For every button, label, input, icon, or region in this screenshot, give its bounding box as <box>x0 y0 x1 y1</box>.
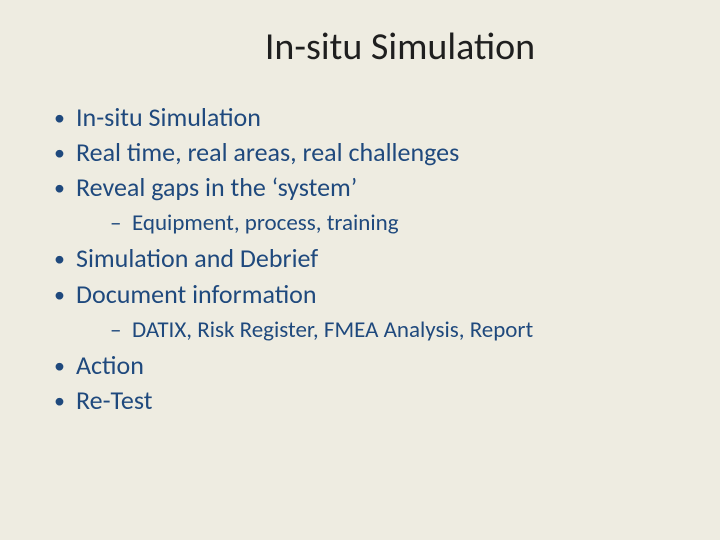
bullet-item: Document information DATIX, Risk Registe… <box>48 277 672 346</box>
bullet-item: Action <box>48 348 672 383</box>
sub-bullet-item: DATIX, Risk Register, FMEA Analysis, Rep… <box>76 314 672 346</box>
bullet-text: Reveal gaps in the ‘system’ <box>76 171 357 203</box>
bullet-text: Document information <box>76 278 317 310</box>
bullet-item: Real time, real areas, real challenges <box>48 135 672 170</box>
bullet-item: Re-Test <box>48 383 672 418</box>
bullet-item: Simulation and Debrief <box>48 241 672 276</box>
bullet-list: In-situ Simulation Real time, real areas… <box>48 100 672 418</box>
bullet-item: Reveal gaps in the ‘system’ Equipment, p… <box>48 170 672 239</box>
bullet-item: In-situ Simulation <box>48 100 672 135</box>
sub-bullet-item: Equipment, process, training <box>76 207 672 239</box>
sub-bullet-list: DATIX, Risk Register, FMEA Analysis, Rep… <box>76 314 672 346</box>
slide-title: In-situ Simulation <box>48 24 672 70</box>
slide: In-situ Simulation In-situ Simulation Re… <box>0 0 720 540</box>
sub-bullet-list: Equipment, process, training <box>76 207 672 239</box>
